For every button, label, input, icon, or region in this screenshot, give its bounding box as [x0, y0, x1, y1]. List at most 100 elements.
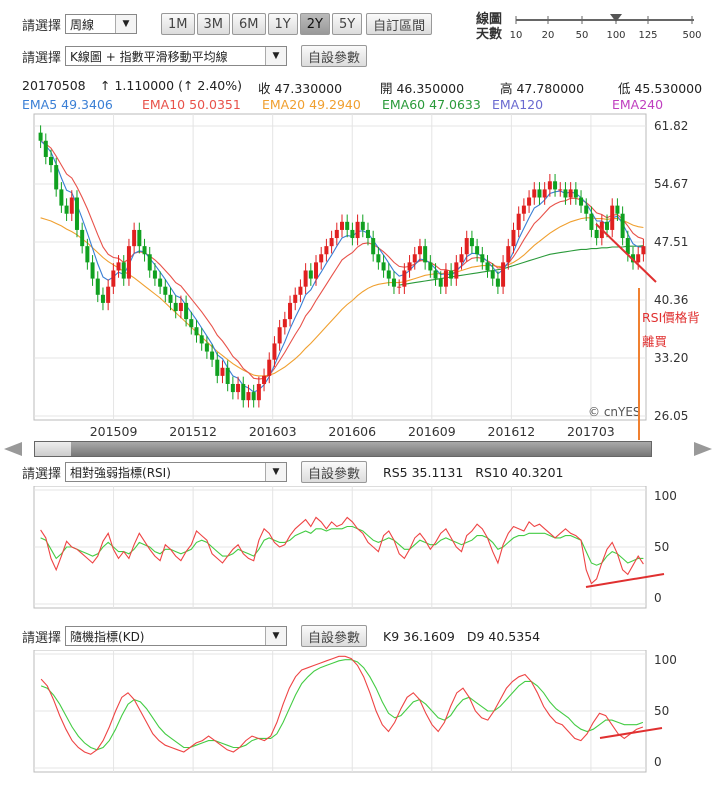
candle-body [267, 359, 272, 376]
candle-body [449, 270, 454, 279]
k-line [40, 655, 644, 755]
rsi-select-label: 請選擇 [22, 466, 62, 482]
kd-select[interactable]: 隨機指標(KD) ▼ [65, 626, 288, 646]
rsi-toolbar: 請選擇 相對強弱指標(RSI) ▼ 自設參數 RS5 35.1131 RS10 … [22, 460, 563, 484]
candle-body [443, 270, 448, 287]
price-ytick-label: 54.67 [654, 177, 688, 191]
price-xtick-label: 201512 [169, 424, 217, 439]
range-button-6m[interactable]: 6M [232, 13, 266, 35]
chart-scrollbar[interactable] [4, 440, 718, 458]
scroll-right-icon[interactable] [694, 442, 712, 456]
params-button[interactable]: 自設參數 [301, 45, 368, 67]
ema-legend-item: EMA120 [492, 97, 544, 112]
candle-body [365, 229, 370, 239]
select-label: 請選擇 [22, 18, 62, 34]
period-select[interactable]: 周線 ▼ [65, 14, 138, 34]
scroll-track[interactable] [34, 441, 652, 457]
candle-body [236, 383, 241, 393]
days-slider[interactable]: 10 20 50 100 125 500 [510, 12, 706, 42]
kd-legend-k9: K9 36.1609 [383, 628, 455, 644]
candle-body [360, 221, 365, 230]
candle-body [163, 286, 168, 295]
rsi-select[interactable]: 相對強弱指標(RSI) ▼ [65, 462, 288, 482]
price-xtick-label: 201703 [567, 424, 615, 439]
candle-body [423, 246, 428, 263]
candle-body [537, 189, 542, 198]
rsi-chart: 100 50 0 [33, 486, 677, 609]
candle-body [407, 262, 412, 271]
candle-body [230, 383, 235, 393]
candle-body [485, 262, 490, 271]
candle-body [298, 286, 303, 295]
kd-params-button[interactable]: 自設參數 [301, 625, 368, 647]
divergence-annotation-line-2: 離買 [642, 334, 667, 349]
candle-body [204, 343, 209, 352]
scroll-left-icon[interactable] [4, 442, 22, 456]
candle-body [80, 229, 85, 247]
rsi-params-button[interactable]: 自設參數 [301, 461, 368, 483]
candle-body [137, 229, 142, 247]
scroll-thumb[interactable] [35, 442, 71, 456]
select-label-2: 請選擇 [22, 50, 62, 66]
price-xtick-label: 201609 [408, 424, 456, 439]
range-button-3m[interactable]: 3M [196, 13, 231, 35]
candle-body [340, 221, 344, 230]
kd-legend-d9: D9 40.5354 [466, 628, 541, 644]
candle-body [563, 189, 568, 198]
candle-body [220, 367, 225, 376]
indicator-value: K線圖 + 指數平滑移動平均線 [70, 49, 228, 64]
price-ytick-label: 33.20 [654, 351, 688, 365]
candle-body [553, 181, 558, 190]
candle-body [251, 392, 256, 401]
price-xtick-label: 201612 [488, 424, 536, 439]
quote-high: 高 47.780000 [500, 81, 585, 96]
candle-body [636, 254, 641, 263]
candle-body [610, 205, 615, 230]
slider-handle-icon [610, 14, 622, 22]
sub-ytick-label: 0 [654, 591, 662, 605]
range-buttons: 1M 3M 6M 1Y 2Y 5Y [161, 13, 364, 35]
candle-body [38, 132, 43, 141]
candle-body [506, 246, 511, 263]
candle-body [324, 246, 329, 255]
custom-range-button[interactable]: 自訂區間 [366, 13, 433, 35]
indicator-select[interactable]: K線圖 + 指數平滑移動平均線 ▼ [65, 46, 288, 66]
candle-body [527, 197, 532, 206]
range-button-1m[interactable]: 1M [161, 13, 195, 35]
candle-body [256, 383, 261, 401]
range-button-2y[interactable]: 2Y [299, 13, 330, 35]
candle-body [521, 205, 526, 214]
toolbar-row-2: 請選擇 K線圖 + 指數平滑移動平均線 ▼ 自設參數 [22, 44, 369, 68]
candle-body [178, 302, 183, 312]
candle-body [568, 189, 573, 198]
candle-body [272, 343, 277, 360]
candle-body [184, 302, 189, 320]
price-ytick-label: 47.51 [654, 235, 688, 249]
sub-ytick-label: 0 [654, 755, 662, 769]
slider-tick-label: 500 [682, 30, 701, 41]
sub-ytick-label: 100 [654, 653, 677, 667]
candle-body [454, 262, 459, 279]
candle-body [54, 165, 59, 190]
candle-body [579, 197, 584, 206]
candle-body [480, 254, 485, 263]
line-axis-label: 線圖 天數 [476, 12, 502, 42]
candle-body [547, 181, 552, 190]
candle-body [573, 189, 578, 198]
candle-body [386, 270, 391, 279]
range-button-5y[interactable]: 5Y [331, 13, 363, 35]
candle-body [215, 359, 220, 376]
candle-body [417, 246, 422, 255]
candle-body [589, 213, 594, 230]
candle-body [100, 294, 105, 303]
candle-body [147, 254, 152, 271]
candle-body [558, 189, 563, 191]
candle-body [43, 140, 48, 157]
candle-body [428, 262, 433, 271]
candle-body [355, 221, 360, 239]
candle-body [319, 254, 324, 263]
price-xtick-label: 201603 [249, 424, 297, 439]
candle-body [282, 319, 287, 328]
quote-open: 開 46.350000 [380, 81, 465, 96]
range-button-1y[interactable]: 1Y [267, 13, 298, 35]
